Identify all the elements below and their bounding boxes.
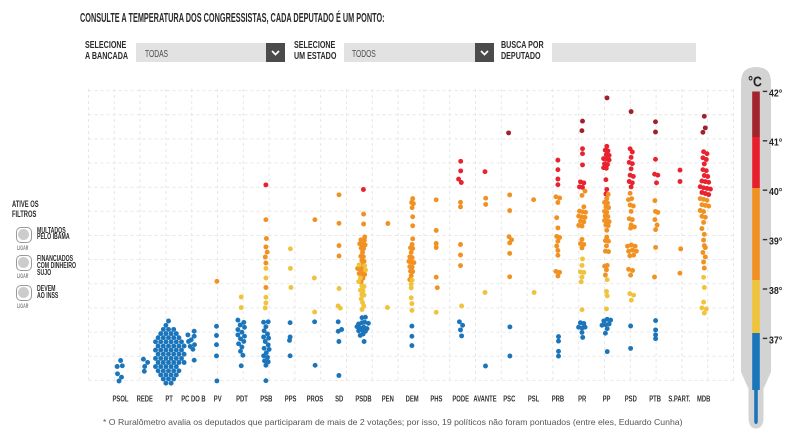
svg-text:PC DO B: PC DO B [181, 393, 205, 403]
svg-text:PDT: PDT [236, 393, 248, 403]
svg-text:PEN: PEN [382, 393, 394, 403]
svg-text:PRB: PRB [552, 393, 564, 403]
svg-text:PSOL: PSOL [113, 393, 129, 403]
svg-text:PSD: PSD [625, 393, 637, 403]
svg-text:PSL: PSL [528, 393, 540, 403]
svg-text:PP: PP [603, 393, 611, 403]
svg-text:42°: 42° [769, 88, 782, 100]
svg-text:39°: 39° [769, 236, 782, 248]
svg-text:PPS: PPS [285, 393, 297, 403]
svg-text:37°: 37° [769, 335, 782, 347]
svg-text:PSC: PSC [503, 393, 516, 403]
svg-text:PV: PV [214, 393, 222, 403]
svg-text:PTB: PTB [649, 393, 661, 403]
svg-text:PROS: PROS [307, 393, 324, 403]
svg-text:DEM: DEM [406, 393, 419, 403]
svg-text:PSB: PSB [260, 393, 272, 403]
svg-text:AVANTE: AVANTE [473, 393, 496, 403]
svg-text:SD: SD [335, 393, 343, 403]
svg-text:PR: PR [578, 393, 587, 403]
svg-text:38°: 38° [769, 285, 782, 297]
svg-text:41°: 41° [769, 137, 782, 149]
svg-text:40°: 40° [769, 186, 782, 198]
svg-text:PT: PT [165, 393, 173, 403]
svg-text:PODE: PODE [452, 393, 469, 403]
svg-text:REDE: REDE [137, 393, 153, 403]
svg-text:°C: °C [748, 73, 762, 89]
svg-text:MDB: MDB [697, 393, 710, 403]
svg-text:S.PART.: S.PART. [668, 393, 690, 403]
svg-text:PSDB: PSDB [355, 393, 371, 403]
svg-text:PHS: PHS [430, 393, 442, 403]
